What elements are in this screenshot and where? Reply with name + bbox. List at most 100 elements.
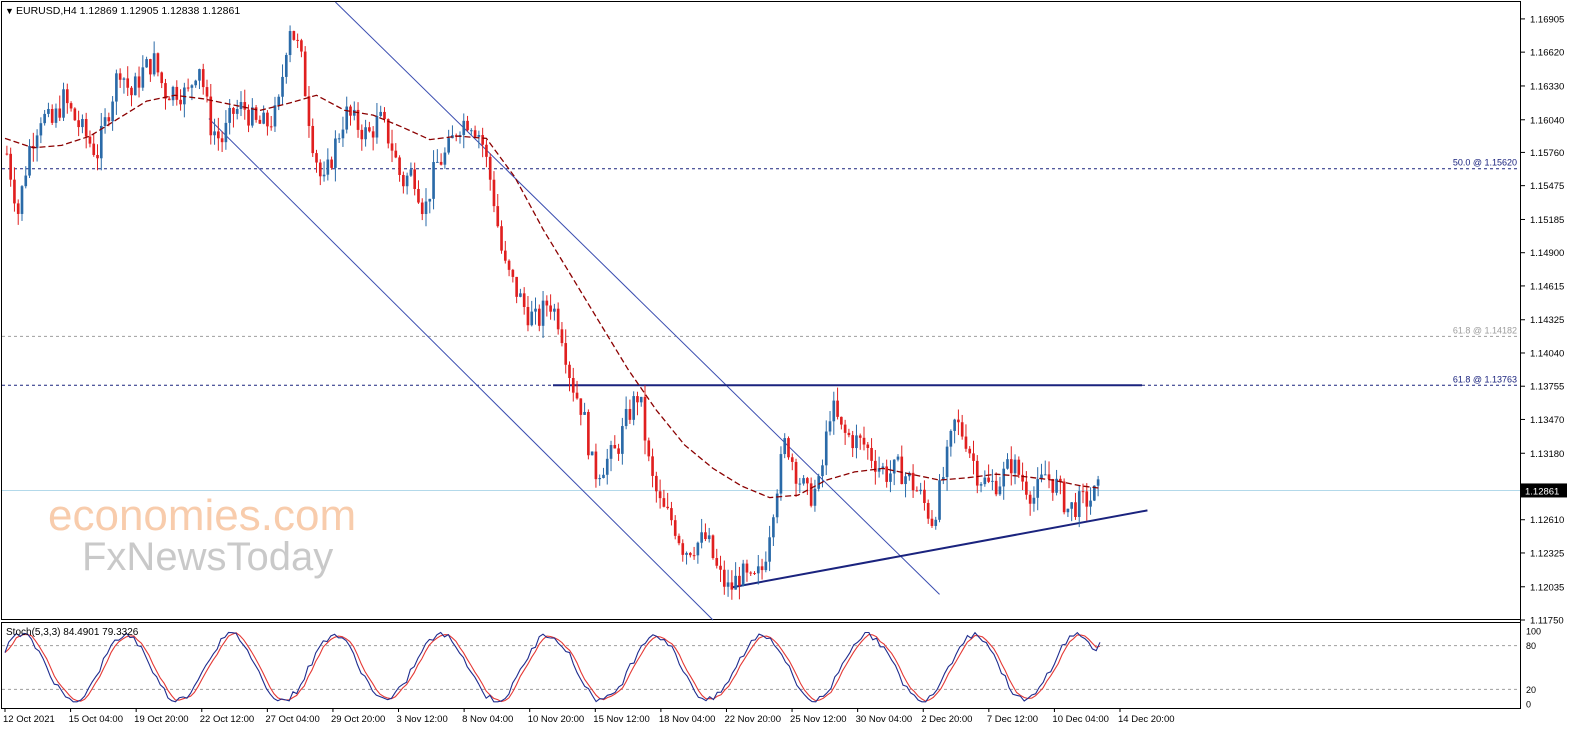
candle-body (688, 552, 692, 556)
candle-body (885, 466, 888, 482)
candle-body (375, 115, 379, 138)
y-tick-label: 1.14900 (1530, 248, 1564, 259)
fib-level-label: 61.8 @ 1.13763 (1453, 374, 1517, 384)
candle-body (1002, 468, 1006, 487)
y-tick-label: 1.13470 (1530, 415, 1564, 426)
moving-average-line (4, 94, 1101, 499)
watermark: economies.com FxNewsToday (48, 491, 356, 579)
candle-body (681, 543, 685, 555)
candle-body (991, 480, 994, 482)
x-tick-label: 27 Oct 04:00 (265, 714, 319, 725)
candle-body (485, 144, 488, 157)
candle-body (874, 460, 877, 472)
candle-body (945, 446, 949, 478)
candle-body (1025, 481, 1028, 495)
candle-body (43, 113, 46, 124)
x-tick-label: 15 Nov 12:00 (593, 714, 650, 725)
candle-body (949, 430, 953, 447)
y-tick-label: 1.14040 (1530, 348, 1564, 359)
candle-body (972, 453, 975, 461)
y-tick-label: 1.16620 (1530, 48, 1564, 59)
candle-body (250, 107, 254, 126)
candle-body (704, 532, 707, 540)
candle-body (858, 435, 862, 438)
candle-body (352, 109, 356, 116)
candle-body (790, 457, 794, 462)
candle-body (1096, 479, 1100, 486)
y-tick-label: 1.14325 (1530, 315, 1564, 326)
candle-body (186, 87, 190, 89)
candle-body (175, 86, 179, 100)
candle-body (39, 123, 43, 136)
candle-body (560, 329, 564, 344)
candle-body (69, 103, 73, 109)
header-triangle-icon[interactable]: ▼ (5, 6, 14, 16)
x-tick-label: 7 Dec 12:00 (987, 714, 1038, 725)
candle-body (243, 102, 247, 110)
candle-body (137, 76, 141, 88)
x-tick-label: 22 Oct 12:00 (200, 714, 254, 725)
candle-body (624, 408, 628, 427)
candle-body (50, 108, 54, 123)
candle-body (405, 175, 409, 187)
candle-body (349, 106, 352, 116)
candle-body (145, 59, 148, 68)
candle-body (156, 53, 160, 73)
candle-body (54, 108, 58, 123)
candle-body (730, 582, 734, 590)
candle-body (318, 162, 322, 177)
candle-body (284, 55, 288, 77)
candle-body (507, 260, 511, 270)
candle-body (821, 465, 824, 477)
candle-body (700, 532, 703, 543)
x-tick-label: 10 Dec 04:00 (1052, 714, 1109, 725)
candle-body (983, 477, 987, 485)
candle-body (390, 143, 394, 151)
stoch-tick-label: 100 (1526, 627, 1541, 637)
candle-body (232, 107, 235, 114)
candle-body (806, 478, 809, 484)
candle-body (617, 448, 620, 454)
candle-body (198, 69, 201, 81)
y-tick-label: 1.15185 (1530, 215, 1564, 226)
candle-body (296, 39, 299, 41)
candle-body (1059, 478, 1062, 482)
candle-body (16, 203, 20, 214)
candle-body (266, 112, 269, 127)
candle-body (1074, 502, 1077, 517)
candle-body (628, 408, 632, 420)
candle-body (749, 572, 753, 574)
candle-body (636, 396, 639, 403)
x-tick-label: 8 Nov 04:00 (462, 714, 513, 725)
candle-body (828, 421, 832, 432)
candle-body (179, 99, 182, 105)
candle-body (149, 59, 152, 75)
candle-body (496, 206, 500, 227)
candle-body (152, 53, 156, 75)
candle-body (941, 477, 945, 481)
candle-body (734, 575, 737, 590)
candle-body (402, 174, 405, 187)
candle-body (1032, 497, 1036, 504)
candle-body (447, 138, 450, 153)
candle-body (337, 138, 341, 140)
candle-body (843, 424, 847, 433)
candle-body (417, 188, 420, 203)
candle-body (647, 440, 651, 457)
candle-body (907, 472, 911, 477)
candle-body (28, 145, 31, 176)
candle-body (1089, 500, 1092, 507)
candle-body (5, 153, 9, 155)
candle-body (115, 73, 118, 102)
x-tick-label: 25 Nov 12:00 (790, 714, 847, 725)
watermark-economies: economies.com (48, 491, 356, 540)
candle-body (413, 169, 417, 189)
x-tick-label: 3 Nov 12:00 (397, 714, 448, 725)
candle-body (594, 451, 598, 480)
candle-body (1013, 459, 1017, 474)
candle-body (228, 107, 231, 123)
candle-body (111, 101, 114, 122)
candle-body (1081, 491, 1085, 493)
y-tick-label: 1.16905 (1530, 14, 1564, 25)
candle-body (722, 569, 726, 587)
